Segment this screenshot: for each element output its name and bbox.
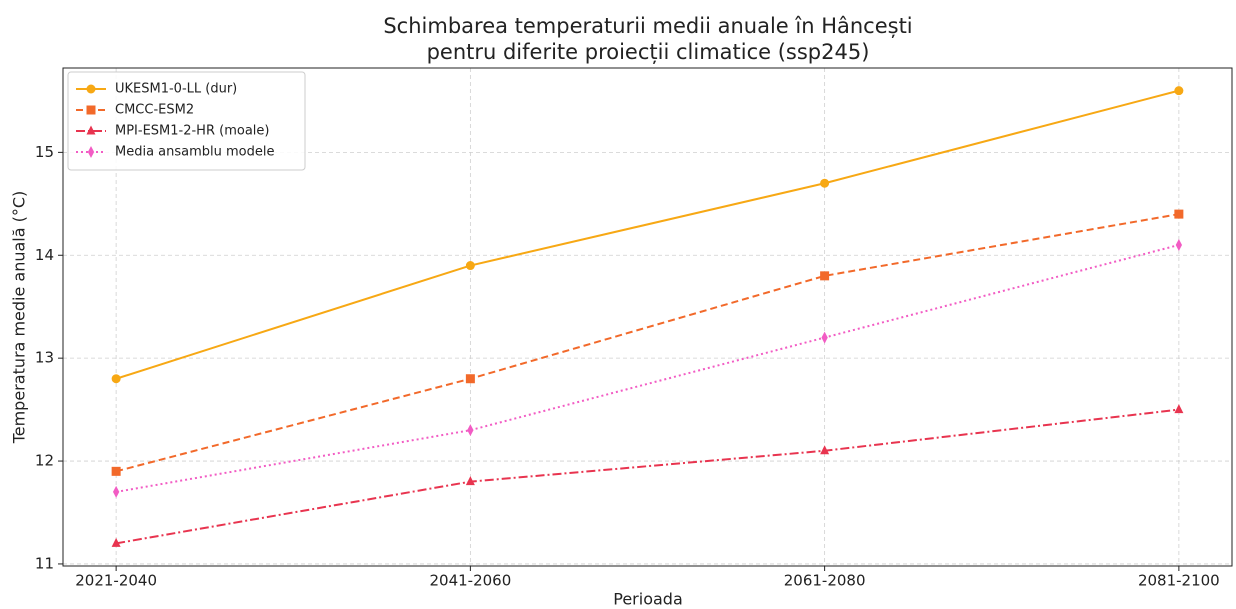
marker bbox=[1174, 209, 1184, 219]
legend-label: Media ansamblu modele bbox=[115, 145, 275, 160]
legend-marker bbox=[86, 125, 96, 135]
marker bbox=[111, 537, 121, 547]
marker bbox=[820, 178, 830, 188]
x-tick-label: 2041-2060 bbox=[429, 572, 511, 590]
y-tick-label: 13 bbox=[35, 349, 54, 367]
x-tick-label: 2081-2100 bbox=[1138, 572, 1220, 590]
y-tick-label: 15 bbox=[35, 143, 54, 161]
legend-marker bbox=[86, 84, 96, 94]
y-tick-label: 14 bbox=[35, 246, 54, 264]
marker bbox=[112, 485, 120, 498]
x-tick-label: 2021-2040 bbox=[75, 572, 157, 590]
x-axis-label: Perioada bbox=[613, 590, 683, 609]
legend-label: MPI-ESM1-2-HR (moale) bbox=[115, 124, 269, 139]
marker bbox=[820, 271, 830, 281]
marker bbox=[465, 374, 475, 384]
y-axis-label: Temperatura medie anuală (°C) bbox=[10, 191, 29, 445]
marker bbox=[1174, 404, 1184, 414]
marker bbox=[821, 331, 828, 344]
marker bbox=[1174, 86, 1184, 96]
series-line bbox=[115, 213, 1180, 473]
marker bbox=[465, 261, 475, 271]
plot-frame bbox=[62, 67, 1233, 567]
marker bbox=[465, 476, 475, 486]
legend-marker bbox=[87, 146, 95, 158]
chart-title: pentru diferite proiecții climatice (ssp… bbox=[427, 40, 870, 64]
legend-marker bbox=[86, 105, 96, 115]
marker bbox=[111, 374, 121, 384]
marker bbox=[111, 466, 121, 476]
legend-box bbox=[67, 71, 306, 171]
legend-label: CMCC-ESM2 bbox=[115, 103, 194, 118]
marker bbox=[820, 445, 830, 455]
marker bbox=[467, 424, 474, 437]
x-tick-label: 2061-2080 bbox=[784, 572, 866, 590]
chart-title: Schimbarea temperaturii medii anuale în … bbox=[383, 14, 912, 38]
series-line bbox=[115, 408, 1179, 545]
series-line bbox=[115, 89, 1180, 380]
legend-label: UKESM1-0-LL (dur) bbox=[115, 82, 237, 97]
marker bbox=[1175, 238, 1183, 251]
y-tick-label: 12 bbox=[35, 452, 54, 470]
y-tick-label: 11 bbox=[35, 554, 54, 572]
series-line bbox=[115, 244, 1180, 493]
